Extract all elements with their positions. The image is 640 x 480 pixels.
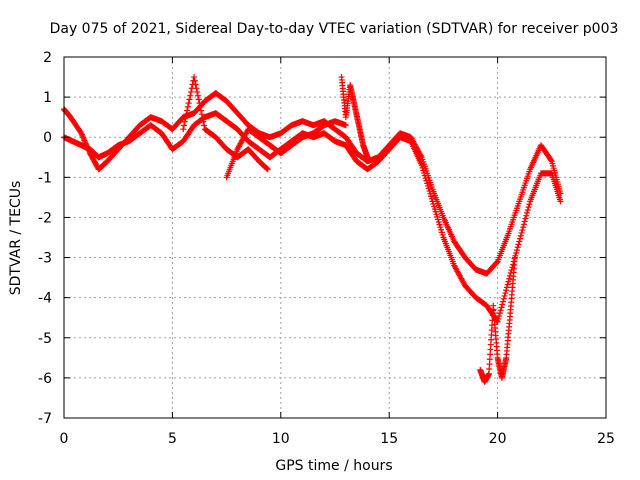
data-point <box>187 92 194 99</box>
data-point <box>187 88 194 95</box>
data-point <box>520 224 527 231</box>
data-point <box>520 221 527 228</box>
data-point <box>523 212 530 219</box>
y-tick-label: -6 <box>38 371 52 387</box>
data-point <box>503 287 510 294</box>
data-point <box>186 96 193 103</box>
y-tick-label: -5 <box>38 331 52 347</box>
data-point <box>194 92 201 99</box>
y-axis-label: SDTVAR / TECUs <box>8 181 24 296</box>
x-tick-label: 0 <box>60 431 69 447</box>
y-tick-label: -4 <box>38 291 52 307</box>
grid <box>64 57 606 418</box>
data-point <box>496 310 503 317</box>
y-tick-labels: -7 -6 -5 -4 -3 -2 -1 0 1 2 <box>38 50 52 427</box>
data-point <box>193 85 200 92</box>
data-point <box>199 115 206 122</box>
data-point <box>184 107 191 114</box>
data-point <box>196 100 203 107</box>
data-point <box>504 281 511 288</box>
data-point <box>184 103 191 110</box>
data-points <box>61 74 564 385</box>
data-point <box>498 304 505 311</box>
x-tick-label: 5 <box>168 431 177 447</box>
x-axis-label: GPS time / hours <box>275 458 392 474</box>
plot-frame <box>63 56 607 419</box>
data-point <box>499 301 506 308</box>
x-tick-label: 25 <box>597 431 615 447</box>
data-point <box>522 215 529 222</box>
data-point <box>524 209 531 216</box>
data-point <box>501 292 508 299</box>
y-tick-label: -3 <box>38 251 52 267</box>
data-point <box>192 81 199 88</box>
x-tick-label: 15 <box>380 431 398 447</box>
data-point <box>524 206 531 213</box>
data-point <box>519 227 526 234</box>
data-point <box>181 118 188 125</box>
data-point <box>197 103 204 110</box>
y-tick-label: -1 <box>38 170 52 186</box>
data-point <box>198 107 205 114</box>
data-point <box>502 290 509 297</box>
data-point <box>526 201 533 208</box>
data-point <box>505 278 512 285</box>
data-point <box>500 295 507 302</box>
data-point <box>513 247 520 254</box>
data-point <box>201 122 208 129</box>
data-point <box>506 275 513 282</box>
data-point <box>195 96 202 103</box>
y-tick-label: 2 <box>43 50 52 66</box>
data-point <box>513 249 520 256</box>
data-point <box>191 74 198 81</box>
data-point <box>194 88 201 95</box>
y-tick-label: -2 <box>38 210 52 226</box>
data-point <box>180 126 187 133</box>
data-point <box>364 154 371 161</box>
x-tick-labels: 0 5 10 15 20 25 <box>60 431 615 447</box>
data-point <box>503 284 510 291</box>
data-point <box>516 238 523 245</box>
data-point <box>181 122 188 129</box>
x-tick-label: 20 <box>489 431 507 447</box>
x-tick-label: 10 <box>272 431 290 447</box>
data-point <box>517 235 524 242</box>
chart-title: Day 075 of 2021, Sidereal Day-to-day VTE… <box>50 21 619 37</box>
data-point <box>511 254 518 261</box>
data-point <box>185 100 192 107</box>
data-point <box>557 198 564 205</box>
data-point <box>495 315 502 322</box>
data-point <box>514 244 521 251</box>
data-point <box>497 307 504 314</box>
data-point <box>525 204 532 211</box>
data-point <box>515 241 522 248</box>
data-point <box>342 122 349 129</box>
y-tick-label: -7 <box>38 411 52 427</box>
data-point <box>183 111 190 118</box>
data-point <box>548 157 555 164</box>
data-point <box>518 229 525 236</box>
data-point <box>191 77 198 84</box>
data-point <box>198 111 205 118</box>
data-point <box>200 118 207 125</box>
data-point <box>264 166 271 173</box>
data-point <box>517 232 524 239</box>
tick-marks <box>63 56 607 419</box>
y-tick-label: 1 <box>43 90 52 106</box>
data-point <box>500 298 507 305</box>
data-point <box>496 313 503 320</box>
y-tick-label: 0 <box>43 130 52 146</box>
data-point <box>182 115 189 122</box>
data-point <box>521 218 528 225</box>
